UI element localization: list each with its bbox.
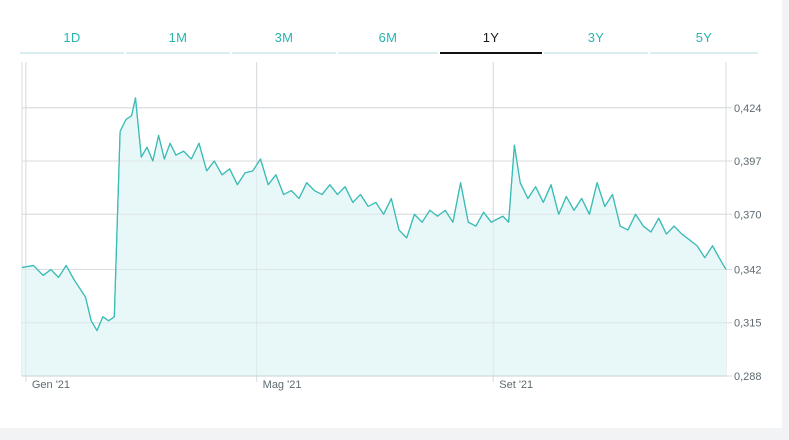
x-tick-label: Gen '21 [32,379,70,391]
tab-3m[interactable]: 3M [232,26,336,54]
y-tick-label: 0,397 [734,156,762,168]
y-tick-label: 0,288 [734,371,762,383]
tab-1m[interactable]: 1M [126,26,230,54]
series-line-top [21,97,727,332]
chart-card: 1D 1M 3M 6M 1Y 3Y 5Y 0,424 0,397 0,370 0,34… [0,0,782,428]
x-tick-label: Set '21 [499,379,533,391]
y-tick-label: 0,370 [734,209,762,221]
tab-1d[interactable]: 1D [20,26,124,54]
tab-6m[interactable]: 6M [338,26,438,54]
price-chart: 0,424 0,397 0,370 0,342 0,315 0,288 Gen '21 Mag… [21,62,762,391]
timeframe-tabs: 1D 1M 3M 6M 1Y 3Y 5Y [20,26,758,54]
y-tick-label: 0,342 [734,264,762,276]
y-tick-label: 0,424 [734,103,762,115]
tab-3y[interactable]: 3Y [544,26,648,54]
x-tick-label: Mag '21 [263,379,302,391]
tab-1y[interactable]: 1Y [440,26,542,54]
y-tick-label: 0,315 [734,318,762,330]
tab-5y[interactable]: 5Y [650,26,758,54]
series-area [22,97,726,377]
